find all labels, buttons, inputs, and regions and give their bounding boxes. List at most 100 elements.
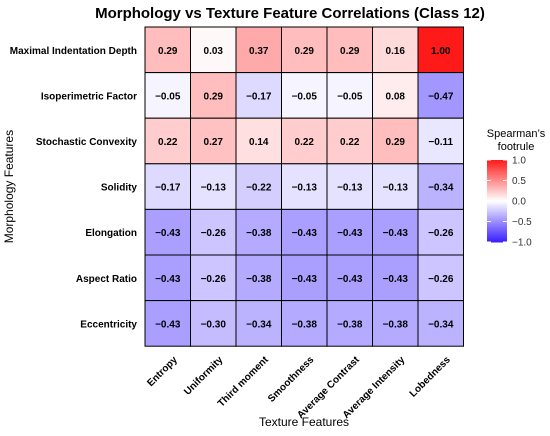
legend-color-step [487,206,507,209]
heatmap-cell [326,72,373,119]
legend-color-step [487,202,507,205]
legend-color-step [487,228,507,231]
cell-value-label: −0.38 [292,319,318,330]
legend-color-step [487,207,507,210]
legend-tick-label: −1.0 [512,238,532,249]
legend-color-step [487,180,507,183]
legend-color-step [487,225,507,228]
legend-color-step [487,205,507,207]
heatmap-cell [326,208,373,256]
cell-value-label: 0.29 [158,46,178,57]
legend-color-step [487,198,507,201]
legend-color-step [487,221,507,224]
heatmap-cell [144,117,191,165]
legend-color-step [487,210,507,213]
legend-color-step [487,177,507,180]
heatmap-cell [417,163,464,210]
legend-color-step [487,175,507,177]
legend-color-step [487,173,507,176]
cell-value-label: 0.03 [204,46,224,57]
heatmap-cell [235,208,282,256]
cell-value-label: −0.43 [383,274,409,285]
cell-value-label: 0.29 [340,46,360,57]
legend-color-step [487,239,507,242]
legend-color-step [487,162,507,165]
heatmap-cell [190,254,237,302]
x-tick-label: Entropy [145,354,180,389]
legend-color-step [487,160,507,162]
legend-title: Spearman’s [487,128,546,140]
heatmap-cell [190,72,237,119]
cell-value-label: −0.43 [292,228,318,239]
legend-tick-label: 0.0 [512,197,526,208]
heatmap-cell [144,163,191,210]
legend-color-step [487,214,507,217]
cell-value-label: 0.27 [204,137,224,148]
legend-color-step [487,183,507,186]
legend-color-step [487,184,507,187]
cell-value-label: 0.29 [204,91,224,102]
legend-tick-label: −0.5 [512,217,532,228]
x-tick-label: Smoothness [266,354,317,405]
legend-color-step [487,194,507,197]
cell-value-label: −0.34 [246,319,272,330]
heatmap-cell [326,117,373,165]
legend-color-step [487,168,507,171]
legend-color-step [487,232,507,235]
cell-value-label: −0.05 [155,91,181,102]
cell-value-label: −0.13 [383,183,409,194]
heatmap-cell [372,208,419,256]
cell-value-label: −0.43 [292,274,318,285]
heatmap-cell [144,72,191,119]
cell-value-label: −0.47 [428,91,454,102]
cell-value-label: −0.26 [428,274,454,285]
legend-color-step [487,235,507,238]
heatmap-cell [417,254,464,302]
legend-color-step [487,231,507,233]
cell-value-label: −0.17 [155,183,181,194]
legend-color-step [487,185,507,188]
legend-color-step [487,229,507,232]
legend-title: footrule [498,141,535,153]
heatmap-cell [372,26,419,74]
legend-color-step [487,164,507,166]
legend-color-step [487,233,507,236]
legend-color-step [487,166,507,169]
cell-value-label: −0.43 [155,319,181,330]
legend-color-step [487,195,507,198]
y-tick-label: Solidity [101,183,138,194]
legend-color-step [487,191,507,194]
cell-value-label: −0.43 [383,228,409,239]
cell-value-label: 0.22 [340,137,360,148]
heatmap-cell [326,26,373,74]
heatmap-cell [235,254,282,302]
legend-tick-label: 0.5 [512,176,526,187]
cell-value-label: −0.13 [201,183,227,194]
legend-color-step [487,172,507,175]
heatmap-cell [281,254,328,302]
legend-color-step [487,237,507,240]
cell-value-label: −0.43 [155,228,181,239]
cell-value-label: −0.38 [246,274,272,285]
cell-value-label: 0.22 [158,137,178,148]
chart-title: Morphology vs Texture Feature Correlatio… [95,5,485,22]
cell-value-label: −0.13 [292,183,318,194]
legend-color-step [487,199,507,202]
legend-color-step [487,236,507,239]
cell-value-label: 1.00 [431,46,451,57]
heatmap-cell [235,163,282,210]
cell-value-label: −0.43 [337,228,363,239]
legend-color-step [487,218,507,221]
heatmap-cell [417,26,464,74]
legend-color-step [487,170,507,173]
y-tick-label: Isoperimetric Factor [41,91,137,102]
y-tick-label: Stochastic Convexity [36,137,138,148]
cell-value-label: −0.38 [383,319,409,330]
heatmap-cell [281,163,328,210]
heatmap-cells: 0.29 0.03 0.37 0.29 0.29 0.16 1.00 −0.05 0.29 −0.… [144,26,464,347]
legend-color-step [487,201,507,203]
cell-value-label: −0.26 [428,228,454,239]
heatmap-cell [281,72,328,119]
legend-color-step [487,203,507,206]
cell-value-label: −0.22 [246,183,272,194]
